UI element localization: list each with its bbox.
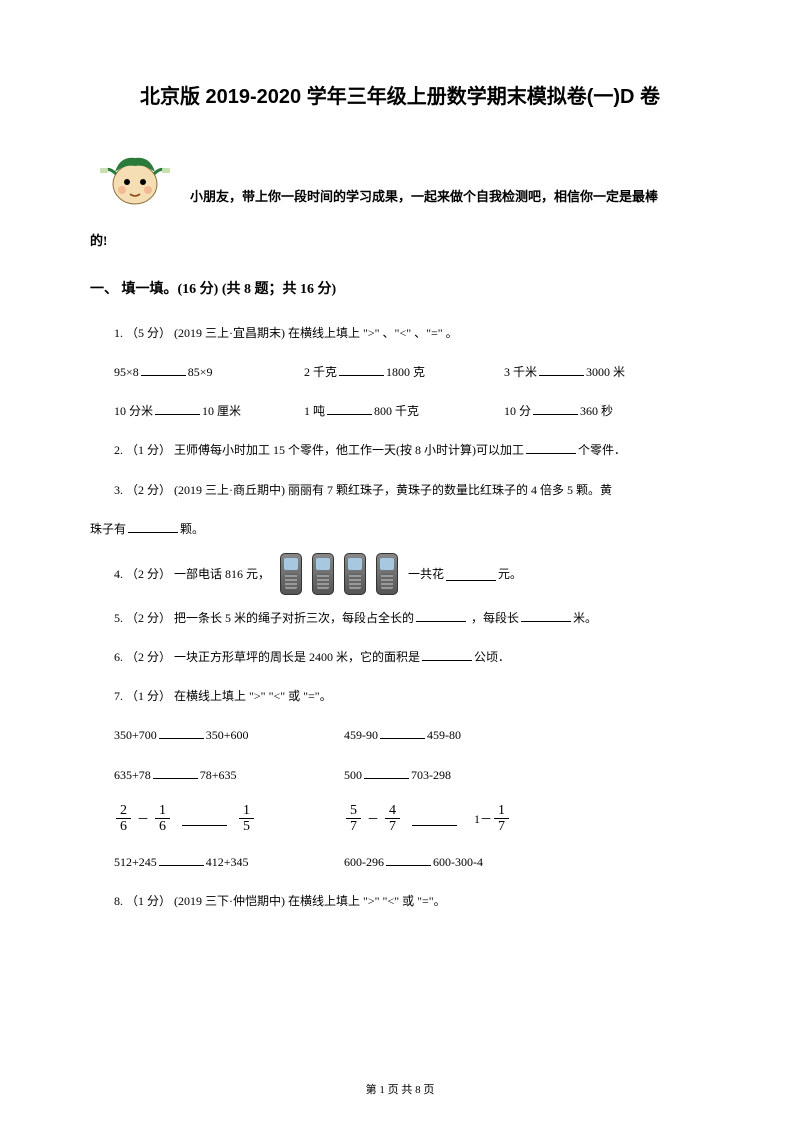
q7-row2: 635+78 78+635 500 703-298	[114, 760, 710, 791]
q5-pre: 5. （2 分） 把一条长 5 米的绳子对折三次，每段占全长的	[114, 611, 414, 625]
mascot-icon	[100, 144, 170, 214]
q1-row2: 10 分米 10 厘米 1 吨 800 千克 10 分 360 秒	[114, 396, 710, 427]
q7r2b1: 500	[344, 768, 362, 782]
q1r2c1: 10 分	[504, 404, 531, 418]
q3-line1: 3. （2 分） (2019 三上·商丘期中) 丽丽有 7 颗红珠子，黄珠子的数…	[90, 475, 710, 506]
fraction: 17	[494, 803, 509, 835]
phone-icon	[344, 553, 366, 595]
q7r4b1: 600-296	[344, 855, 384, 869]
q1r2b1: 1 吨	[304, 404, 325, 418]
q7-row1: 350+700 350+600 459-90 459-80	[114, 720, 710, 751]
q7r1a2: 350+600	[206, 728, 249, 742]
num: 4	[385, 803, 400, 819]
q3l2pre: 珠子有	[90, 522, 126, 536]
den: 6	[155, 819, 170, 834]
q7r2a1: 635+78	[114, 768, 151, 782]
q1r1c1: 3 千米	[504, 365, 537, 379]
num: 5	[346, 803, 361, 819]
fraction: 15	[239, 803, 254, 835]
q1r1b1: 2 千克	[304, 365, 337, 379]
q7r4a2: 412+345	[206, 855, 249, 869]
den: 6	[116, 819, 131, 834]
q7-stem: 7. （1 分） 在横线上填上 ">" "<" 或 "="。	[90, 681, 710, 712]
intro-text: 小朋友，带上你一段时间的学习成果，一起来做个自我检测吧，相信你一定是最棒	[190, 180, 710, 214]
intro-row: 小朋友，带上你一段时间的学习成果，一起来做个自我检测吧，相信你一定是最棒	[90, 144, 710, 214]
q3l2post: 颗。	[180, 522, 204, 536]
q6-pre: 6. （2 分） 一块正方形草坪的周长是 2400 米，它的面积是	[114, 650, 420, 664]
q7r4a1: 512+245	[114, 855, 157, 869]
phone-icon	[312, 553, 334, 595]
q7r4b2: 600-300-4	[433, 855, 483, 869]
section-1-header: 一、 填一填。(16 分) (共 8 题；共 16 分)	[90, 278, 710, 298]
q5: 5. （2 分） 把一条长 5 米的绳子对折三次，每段占全长的 ，每段长 米。	[90, 603, 710, 634]
den: 5	[239, 819, 254, 834]
q2: 2. （1 分） 王师傅每小时加工 15 个零件，他工作一天(按 8 小时计算)…	[90, 435, 710, 466]
q4-post: 元。	[498, 565, 522, 582]
fraction: 47	[385, 803, 400, 835]
q1r2a1: 10 分米	[114, 404, 153, 418]
q5-post: 米。	[573, 611, 597, 625]
q2-text: 2. （1 分） 王师傅每小时加工 15 个零件，他工作一天(按 8 小时计算)…	[114, 443, 524, 457]
q6: 6. （2 分） 一块正方形草坪的周长是 2400 米，它的面积是 公顷．	[90, 642, 710, 673]
q4-pre: 4. （2 分） 一部电话 816 元，	[114, 565, 270, 582]
q8: 8. （1 分） (2019 三下·仲恺期中) 在横线上填上 ">" "<" 或…	[90, 886, 710, 917]
q1r2a2: 10 厘米	[202, 404, 241, 418]
q1r1b2: 1800 克	[386, 365, 425, 379]
q4: 4. （2 分） 一部电话 816 元， 一共花 元。	[114, 553, 710, 595]
intro-tail: 的!	[90, 224, 710, 258]
den: 7	[385, 819, 400, 834]
q4-mid: 一共花	[408, 565, 444, 582]
q6-post: 公顷．	[474, 650, 510, 664]
q1-stem: 1. （5 分） (2019 三上·宜昌期末) 在横线上填上 ">" 、"<" …	[90, 318, 710, 349]
q1r1a2: 85×9	[188, 365, 213, 379]
q2-tail: 个零件．	[578, 443, 626, 457]
phone-icon	[376, 553, 398, 595]
phone-icons	[280, 553, 398, 595]
q7r2b2: 703-298	[411, 768, 451, 782]
num: 1	[155, 803, 170, 819]
fraction: 57	[346, 803, 361, 835]
q7r2a2: 78+635	[200, 768, 237, 782]
q5-mid: ，每段长	[468, 611, 519, 625]
page-title: 北京版 2019-2020 学年三年级上册数学期末模拟卷(一)D 卷	[90, 80, 710, 109]
q1r2b2: 800 千克	[374, 404, 419, 418]
page-footer: 第 1 页 共 8 页	[0, 1081, 800, 1097]
q7r1b1: 459-90	[344, 728, 378, 742]
q1r1c2: 3000 米	[586, 365, 625, 379]
num: 1	[494, 803, 509, 819]
q1-row1: 95×8 85×9 2 千克 1800 克 3 千米 3000 米	[114, 357, 710, 388]
fraction: 16	[155, 803, 170, 835]
q1r2c2: 360 秒	[580, 404, 613, 418]
den: 7	[346, 819, 361, 834]
q7-row3-fractions: 26 － 16 15 57 － 47 1－ 17	[114, 803, 710, 835]
q7r1a1: 350+700	[114, 728, 157, 742]
q1r1a1: 95×8	[114, 365, 139, 379]
q3-line2: 珠子有 颗。	[90, 514, 710, 545]
q7-row4: 512+245 412+345 600-296 600-300-4	[114, 847, 710, 878]
fraction: 26	[116, 803, 131, 835]
num: 2	[116, 803, 131, 819]
den: 7	[494, 819, 509, 834]
num: 1	[239, 803, 254, 819]
q7r1b2: 459-80	[427, 728, 461, 742]
phone-icon	[280, 553, 302, 595]
